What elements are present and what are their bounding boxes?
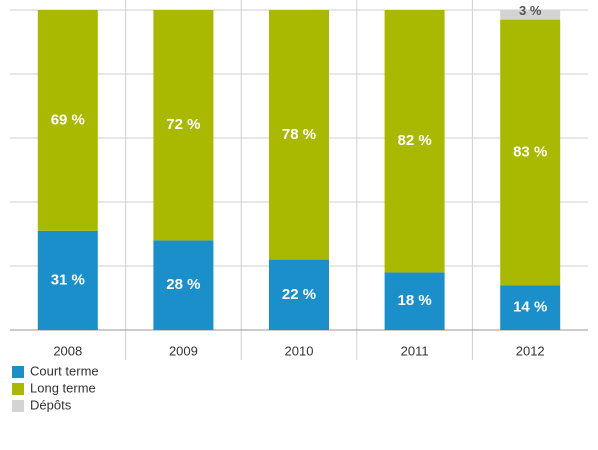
x-tick-label: 2012: [516, 343, 545, 358]
data-label: 78 %: [282, 126, 316, 143]
data-label: 3 %: [519, 3, 542, 18]
data-label: 82 %: [397, 132, 431, 149]
bar-segment: [500, 10, 561, 20]
bar-segment: [153, 10, 214, 241]
x-tick-label: 2011: [401, 343, 429, 358]
legend-label: Court terme: [30, 363, 99, 378]
bar-segment: [37, 230, 98, 330]
data-label: 28 %: [166, 276, 200, 293]
x-tick-label: 2008: [53, 343, 82, 358]
bar-segment: [384, 272, 445, 330]
x-tick-label: 2009: [169, 343, 198, 358]
bar-segment: [500, 19, 561, 286]
data-label: 31 %: [51, 271, 85, 288]
bar-segment: [269, 10, 329, 260]
data-label: 83 %: [513, 143, 547, 160]
legend-swatch: [12, 366, 24, 378]
bar-segment: [37, 10, 98, 231]
x-tick-label: 2010: [285, 343, 314, 358]
data-label: 69 %: [51, 111, 85, 128]
bar-segment: [153, 240, 214, 330]
data-label: 14 %: [513, 299, 547, 316]
data-label: 72 %: [166, 116, 200, 133]
legend-label: Dépôts: [30, 397, 72, 412]
bar-segment: [269, 259, 329, 330]
data-label: 22 %: [282, 286, 316, 303]
data-label: 18 %: [397, 292, 431, 309]
bar-segment: [500, 285, 561, 330]
bar-segment: [384, 10, 445, 273]
legend-swatch: [12, 383, 24, 395]
legend-swatch: [12, 400, 24, 412]
legend-label: Long terme: [30, 380, 96, 395]
